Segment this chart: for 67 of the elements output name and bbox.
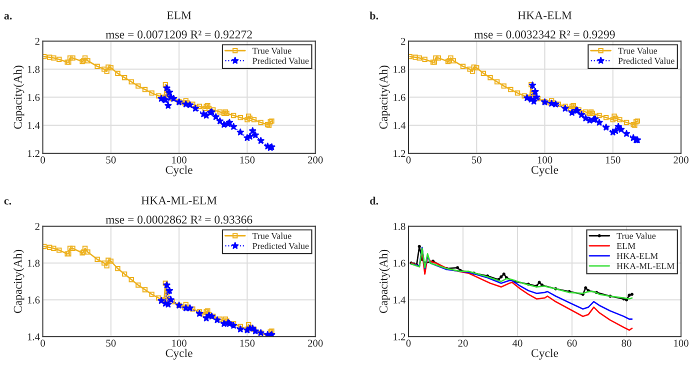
y-tick-label: 2 <box>35 222 40 230</box>
x-tick-label: 0 <box>406 156 411 164</box>
text: a. <box>4 14 12 20</box>
y-axis-title: Capacity(Ah) <box>13 250 24 314</box>
y-axis-title: Capacity(Ah) <box>379 250 390 314</box>
y-tick-label: 1.4 <box>28 122 40 130</box>
y-tick-label: 1.8 <box>28 66 40 73</box>
y-tick-label: 2 <box>35 38 40 45</box>
legend-label: Predicted Value <box>252 58 309 64</box>
y-tick-label: 1.4 <box>394 296 406 304</box>
legend-label: True Value <box>618 48 658 54</box>
x-tick-label: 80 <box>622 340 632 347</box>
x-tick-label: 150 <box>240 156 255 164</box>
y-tick-label: 1.6 <box>394 260 406 267</box>
chart-title: ELM <box>166 11 192 20</box>
legend-label: True Value <box>252 48 292 54</box>
y-axis-title: Capacity(Ah) <box>379 66 390 129</box>
y-axis-title: Capacity(Ah) <box>13 66 24 129</box>
chart-subtitle: mse = 0.0002862 R² = 0.93366 <box>106 216 252 224</box>
legend-label: HKA-ELM <box>616 253 658 260</box>
x-tick-label: 150 <box>606 156 620 164</box>
x-tick-label: 100 <box>674 340 688 347</box>
y-tick-label: 2 <box>400 38 406 45</box>
legend-label: Predicted Value <box>618 58 674 64</box>
y-tick-label: 1.6 <box>28 296 40 304</box>
y-tick-label: 1.4 <box>394 122 406 130</box>
x-tick-label: 200 <box>308 156 323 164</box>
legend-label: True Value <box>616 232 656 240</box>
y-tick-label: 1.2 <box>394 333 406 340</box>
y-tick-label: 1.2 <box>28 150 40 158</box>
legend-label: HKA-ML-ELM <box>616 263 674 270</box>
y-tick-label: 1.6 <box>28 94 40 101</box>
text: b. <box>370 12 378 20</box>
x-tick-label: 100 <box>172 340 186 347</box>
text: d. <box>370 196 378 205</box>
x-tick-label: 60 <box>567 340 577 347</box>
y-tick-label: 1.4 <box>28 333 40 340</box>
x-tick-label: 150 <box>240 340 255 347</box>
chart-subtitle: mse = 0.0032342 R² = 0.9299 <box>474 30 615 39</box>
text: c. <box>4 199 12 205</box>
x-tick-label: 20 <box>458 340 468 347</box>
x-tick-label: 100 <box>172 156 186 164</box>
chart-title: HKA-ML-ELM <box>141 196 217 204</box>
x-tick-label: 40 <box>512 340 522 347</box>
y-tick-label: 1.8 <box>394 66 406 73</box>
chart-subtitle: mse = 0.0071209 R² = 0.92272 <box>106 30 252 39</box>
x-tick-label: 0 <box>40 340 45 347</box>
y-tick-label: 1.8 <box>28 260 40 267</box>
x-tick-label: 50 <box>106 340 116 347</box>
x-tick-label: 0 <box>40 156 45 164</box>
x-tick-label: 0 <box>406 340 411 347</box>
y-tick-label: 1.2 <box>394 150 406 158</box>
x-tick-label: 50 <box>106 156 116 164</box>
chart-title: HKA-ELM <box>518 11 572 20</box>
legend-label: True Value <box>252 232 292 240</box>
legend-label: ELM <box>616 243 636 249</box>
x-tick-label: 50 <box>472 156 482 164</box>
x-tick-label: 200 <box>674 156 688 164</box>
y-tick-label: 1.8 <box>394 222 406 230</box>
x-tick-label: 200 <box>308 340 323 347</box>
x-axis-title: Cycle <box>166 166 192 176</box>
x-axis-title: Cycle <box>531 348 558 360</box>
y-tick-label: 1.6 <box>394 94 406 101</box>
legend-label: Predicted Value <box>252 242 309 250</box>
x-tick-label: 100 <box>538 156 552 164</box>
x-axis-title: Cycle <box>166 348 192 360</box>
x-axis-title: Cycle <box>531 166 558 176</box>
